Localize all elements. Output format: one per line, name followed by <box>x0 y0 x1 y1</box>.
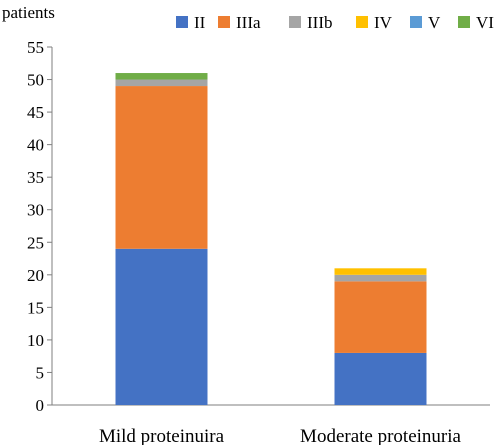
legend-label: VI <box>476 13 494 32</box>
legend-label: V <box>428 13 441 32</box>
y-tick-label: 25 <box>27 233 44 252</box>
legend-swatch <box>218 16 230 28</box>
y-tick-label: 5 <box>36 363 45 382</box>
y-tick-label: 45 <box>27 103 44 122</box>
y-tick-label: 30 <box>27 201 44 220</box>
y-tick-label: 15 <box>27 298 44 317</box>
y-axis-label: patients <box>2 3 55 22</box>
legend-swatch <box>458 16 470 28</box>
legend-swatch <box>356 16 368 28</box>
legend-label: IIIa <box>236 13 261 32</box>
bar-segment-iiia <box>115 86 208 249</box>
legend-swatch <box>176 16 188 28</box>
y-tick-labels: 0 5 10 15 20 25 30 35 40 45 50 55 <box>27 38 52 415</box>
category-label: Mild proteinuira <box>99 426 225 445</box>
bar-segment-iiia <box>334 281 427 353</box>
y-tick-label: 55 <box>27 38 44 57</box>
legend-label: IIIb <box>307 13 332 32</box>
y-tick-label: 0 <box>36 396 45 415</box>
legend-swatch <box>289 16 301 28</box>
category-label: Moderate proteinuria <box>300 426 461 445</box>
bars <box>115 73 427 405</box>
legend-label: II <box>194 13 206 32</box>
bar-segment-iiib <box>334 274 427 282</box>
legend-swatch <box>410 16 422 28</box>
legend: II IIIa IIIb IV V VI <box>176 13 494 32</box>
y-tick-label: 20 <box>27 266 44 285</box>
category-labels: Mild proteinuira Moderate proteinuria <box>99 426 462 445</box>
y-tick-label: 50 <box>27 71 44 90</box>
bar-segment-iv <box>334 268 427 275</box>
y-tick-label: 10 <box>27 331 44 350</box>
bar-segment-iiib <box>115 79 208 87</box>
legend-label: IV <box>374 13 393 32</box>
y-tick-label: 35 <box>27 168 44 187</box>
bar-segment-ii <box>115 248 208 405</box>
y-tick-label: 40 <box>27 136 44 155</box>
bar-segment-ii <box>334 352 427 405</box>
bar-segment-vi <box>115 73 208 80</box>
